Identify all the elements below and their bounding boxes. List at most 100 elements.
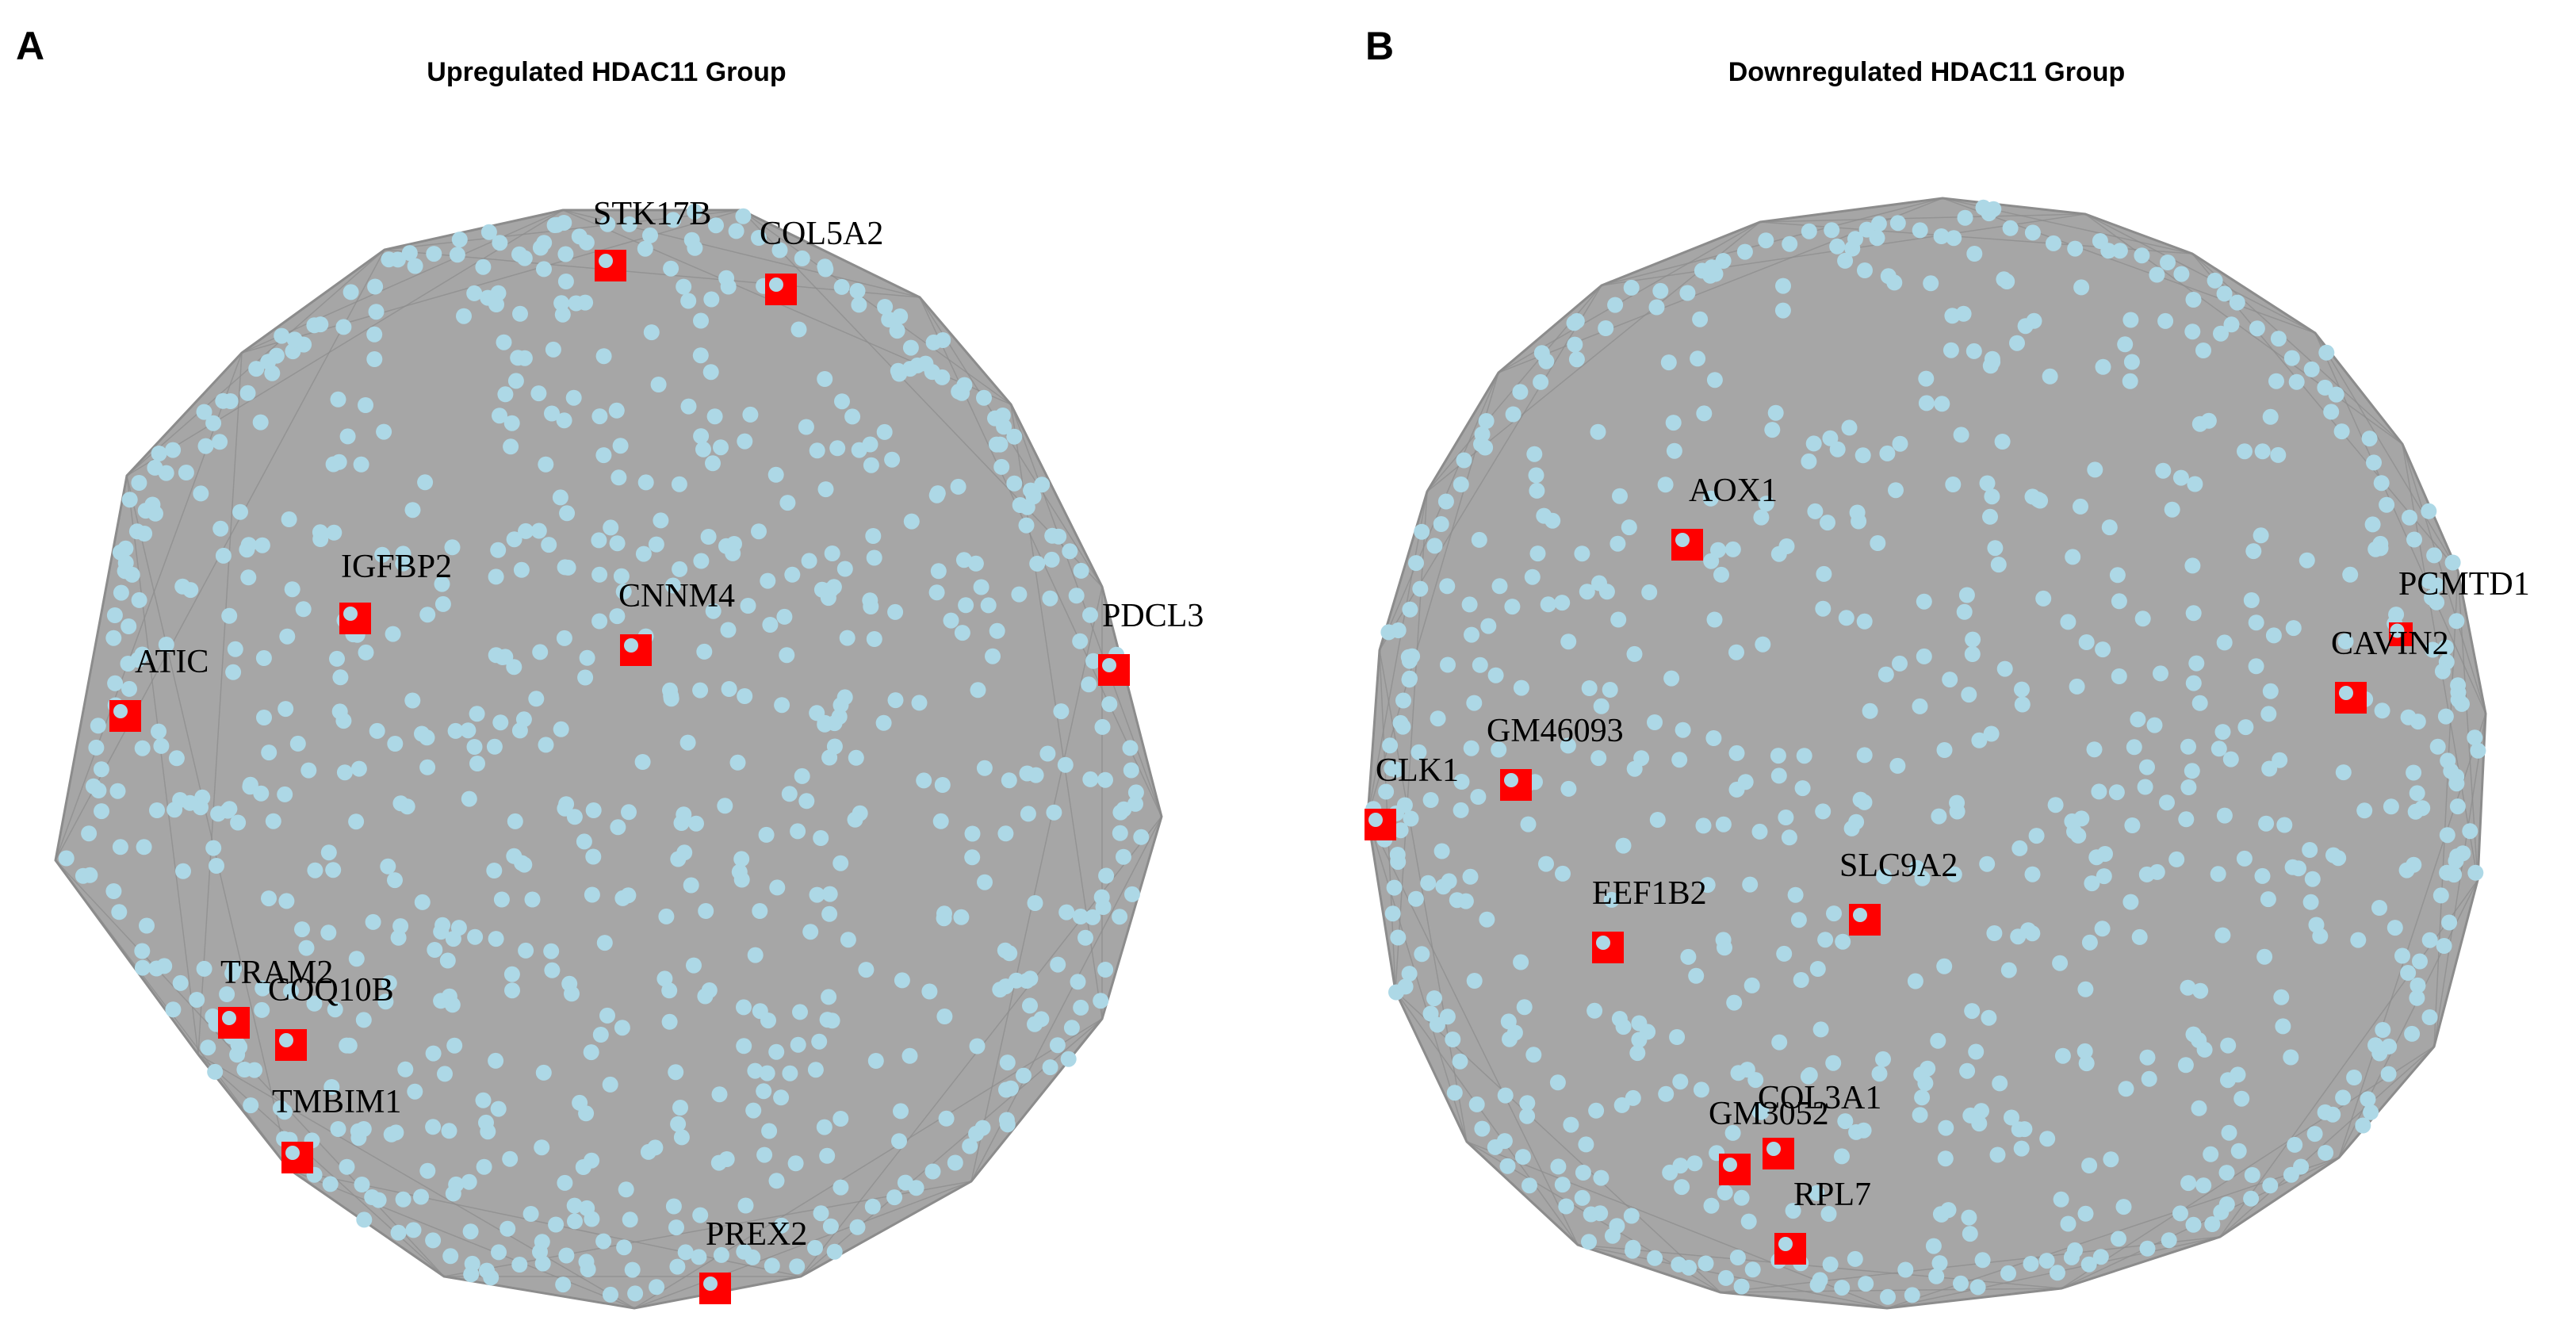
- panel-b-gene-node[interactable]: [2185, 675, 2202, 691]
- panel-b-gene-node[interactable]: [1680, 948, 1697, 965]
- panel-a-gene-node[interactable]: [821, 886, 838, 902]
- panel-b-gene-node[interactable]: [2042, 368, 2058, 385]
- panel-a-gene-node[interactable]: [967, 555, 984, 572]
- panel-b-gene-node[interactable]: [1626, 760, 1643, 777]
- panel-b-gene-node[interactable]: [2364, 516, 2381, 533]
- panel-a-gene-node[interactable]: [497, 386, 514, 403]
- panel-a-gene-node[interactable]: [817, 258, 833, 275]
- panel-b-gene-node[interactable]: [1696, 405, 1713, 422]
- panel-a-gene-node[interactable]: [447, 722, 464, 739]
- panel-a-gene-node[interactable]: [822, 1218, 839, 1234]
- panel-a-gene-node[interactable]: [792, 1004, 808, 1020]
- panel-b-gene-node[interactable]: [1728, 644, 1744, 660]
- panel-b-gene-node[interactable]: [2185, 605, 2202, 622]
- panel-a-gene-node[interactable]: [294, 921, 310, 938]
- panel-a-gene-node[interactable]: [1033, 1011, 1050, 1028]
- panel-b-gene-node[interactable]: [2028, 828, 2045, 844]
- panel-a-gene-node[interactable]: [503, 966, 520, 982]
- panel-b-gene-node[interactable]: [2425, 641, 2441, 658]
- panel-a-gene-node[interactable]: [256, 710, 272, 725]
- panel-b-gene-node[interactable]: [2323, 404, 2340, 420]
- panel-b-gene-node[interactable]: [1706, 372, 1723, 388]
- panel-b-gene-node[interactable]: [1870, 535, 1886, 551]
- panel-a-gene-node[interactable]: [434, 576, 450, 592]
- panel-b-gene-node[interactable]: [1841, 419, 1858, 436]
- panel-a-gene-node[interactable]: [969, 1038, 986, 1054]
- panel-b-gene-node[interactable]: [1560, 737, 1576, 754]
- panel-b-gene-node[interactable]: [1787, 886, 1804, 903]
- panel-b-gene-node[interactable]: [2253, 527, 2269, 544]
- panel-b-gene-node[interactable]: [1928, 1268, 1945, 1284]
- panel-b-gene-node[interactable]: [1812, 1272, 1828, 1288]
- panel-a-gene-node[interactable]: [567, 1213, 583, 1230]
- panel-b-gene-node[interactable]: [2159, 794, 2175, 811]
- panel-b-gene-node[interactable]: [2302, 842, 2318, 858]
- panel-b-gene-node[interactable]: [1519, 1108, 1536, 1124]
- panel-b-gene-node[interactable]: [1707, 266, 1724, 282]
- panel-a-gene-node[interactable]: [207, 1063, 224, 1080]
- panel-b-gene-node[interactable]: [2455, 845, 2471, 862]
- panel-a-gene-node[interactable]: [635, 545, 652, 562]
- panel-b-gene-node[interactable]: [1657, 477, 1674, 493]
- panel-b-gene-node[interactable]: [1962, 1107, 1979, 1123]
- panel-b-gene-node[interactable]: [1430, 710, 1446, 727]
- panel-a-gene-node[interactable]: [661, 982, 678, 999]
- panel-b-gene-node[interactable]: [2046, 235, 2061, 251]
- panel-b-gene-node[interactable]: [2409, 977, 2426, 993]
- panel-b-gene-node[interactable]: [1965, 631, 1981, 648]
- panel-b-gene-node[interactable]: [1392, 714, 1409, 731]
- panel-b-gene-node[interactable]: [2000, 962, 2017, 978]
- panel-b-gene-node[interactable]: [2117, 336, 2134, 353]
- panel-a-gene-node[interactable]: [789, 1258, 806, 1275]
- panel-b-gene-node[interactable]: [1499, 1158, 1516, 1174]
- panel-b-gene-node[interactable]: [1981, 1009, 1997, 1026]
- panel-b-gene-node[interactable]: [1946, 230, 1962, 247]
- panel-b-gene-node[interactable]: [1433, 843, 1450, 859]
- panel-b-gene-node[interactable]: [1477, 439, 1494, 456]
- panel-b-gene-node[interactable]: [1923, 275, 1939, 292]
- panel-b-gene-node[interactable]: [1875, 1051, 1891, 1067]
- panel-b-gene-node[interactable]: [1581, 1234, 1597, 1250]
- panel-a-gene-node[interactable]: [215, 547, 232, 564]
- panel-a-gene-node[interactable]: [488, 931, 504, 947]
- panel-b-gene-node[interactable]: [1920, 1060, 1936, 1077]
- panel-a-gene-node[interactable]: [1094, 718, 1111, 735]
- panel-b-gene-node[interactable]: [2086, 741, 2103, 758]
- panel-a-gene-node[interactable]: [175, 863, 191, 879]
- panel-b-gene-node[interactable]: [2244, 1167, 2260, 1183]
- panel-a-gene-node[interactable]: [839, 630, 855, 646]
- panel-a-gene-node[interactable]: [1006, 475, 1023, 492]
- panel-b-gene-node[interactable]: [1658, 1085, 1675, 1102]
- panel-a-gene-node[interactable]: [528, 691, 545, 707]
- panel-a-gene-node[interactable]: [289, 735, 306, 752]
- panel-b-gene-node[interactable]: [2308, 917, 2325, 933]
- panel-a-gene-node[interactable]: [558, 1247, 575, 1264]
- panel-b-gene-node[interactable]: [2402, 509, 2417, 526]
- panel-a-gene-node[interactable]: [809, 886, 825, 903]
- panel-b-gene-node[interactable]: [1410, 744, 1427, 760]
- panel-b-gene-node[interactable]: [2237, 719, 2254, 736]
- panel-a-gene-node[interactable]: [460, 722, 477, 739]
- panel-a-gene-node[interactable]: [419, 729, 435, 746]
- panel-b-gene-node[interactable]: [2256, 948, 2273, 965]
- panel-a-gene-node[interactable]: [1112, 804, 1129, 821]
- panel-b-gene-node[interactable]: [1955, 305, 1972, 322]
- panel-b-gene-node[interactable]: [2073, 279, 2090, 296]
- panel-a-gene-node[interactable]: [794, 250, 810, 266]
- panel-a-gene-node[interactable]: [962, 1138, 978, 1154]
- panel-a-gene-node[interactable]: [668, 1064, 684, 1081]
- panel-a-gene-node[interactable]: [736, 1038, 752, 1054]
- panel-b-gene-node[interactable]: [1724, 541, 1741, 557]
- panel-b-gene-node[interactable]: [2000, 1265, 2016, 1281]
- panel-b-gene-node[interactable]: [1649, 812, 1666, 828]
- panel-a-gene-node[interactable]: [513, 561, 530, 578]
- panel-b-gene-node[interactable]: [1986, 925, 2003, 941]
- panel-b-gene-node[interactable]: [2283, 1049, 2299, 1066]
- panel-a-gene-node[interactable]: [200, 1039, 216, 1056]
- panel-a-gene-node[interactable]: [350, 1123, 366, 1139]
- panel-a-gene-node[interactable]: [756, 1146, 773, 1163]
- panel-b-gene-node[interactable]: [1604, 1227, 1621, 1244]
- panel-a-gene-node[interactable]: [1081, 676, 1097, 693]
- panel-a-gene-node[interactable]: [556, 215, 572, 231]
- panel-b-gene-node[interactable]: [1487, 667, 1504, 683]
